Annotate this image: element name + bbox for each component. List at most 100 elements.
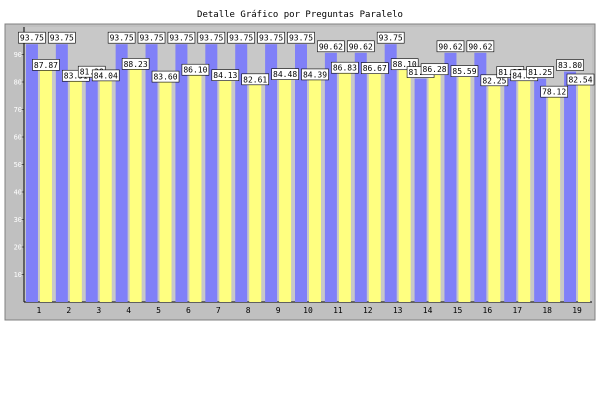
x-tick-label: 19: [572, 306, 582, 315]
bar-series-1: [55, 44, 68, 302]
data-label-box: [151, 70, 180, 83]
data-label: 93.75: [379, 34, 403, 43]
bar-series-1: [175, 44, 188, 302]
bar-series-2: [548, 87, 561, 302]
data-label-box: [287, 31, 315, 44]
x-tick-label: 2: [66, 306, 71, 315]
bar-series-1: [145, 44, 158, 302]
data-label-box: [32, 59, 60, 71]
data-label-box: [390, 58, 419, 71]
bar-series-1: [205, 44, 218, 302]
data-label: 81.25: [498, 68, 522, 77]
data-label: 78.12: [542, 88, 566, 97]
bar-series-2: [249, 74, 262, 302]
data-label: 93.75: [259, 34, 283, 43]
y-tick-label: 30: [14, 216, 22, 224]
data-label: 85.59: [452, 67, 476, 76]
data-label-box: [331, 61, 359, 74]
data-label-box: [211, 69, 240, 81]
data-label: 90.62: [468, 42, 492, 51]
data-label-box: [526, 66, 554, 78]
bar-series-1: [25, 44, 38, 302]
bar-series-1: [324, 52, 337, 302]
y-tick-label: 60: [14, 134, 22, 142]
chart-title: Detalle Gráfico por Preguntas Paralelo: [197, 10, 403, 20]
data-label-box: [137, 31, 166, 44]
data-label-box: [317, 40, 345, 53]
data-label-box: [360, 62, 389, 74]
data-label: 93.75: [229, 34, 253, 43]
x-tick-label: 3: [96, 306, 101, 315]
data-label-box: [197, 31, 226, 44]
bar-series-2: [99, 70, 112, 302]
x-tick-label: 15: [453, 306, 463, 315]
data-label-box: [107, 31, 136, 44]
bar-series-2: [368, 63, 381, 302]
x-tick-label: 10: [303, 306, 313, 315]
data-label: 83.80: [558, 61, 582, 70]
data-label: 82.54: [568, 76, 592, 85]
x-tick-label: 14: [423, 306, 433, 315]
y-tick-label: 50: [14, 161, 22, 169]
bar-series-1: [295, 44, 307, 302]
data-label: 93.75: [139, 34, 163, 43]
bar-series-1: [564, 71, 577, 302]
data-label: 84.48: [273, 70, 297, 79]
data-label-box: [420, 63, 449, 76]
data-label: 90.62: [349, 42, 373, 51]
data-label: 88.23: [124, 60, 148, 69]
bar-series-2: [518, 70, 531, 302]
bar-series-2: [159, 72, 172, 302]
data-label-box: [241, 73, 270, 86]
data-label-box: [540, 85, 568, 98]
data-label-box: [167, 31, 196, 44]
x-tick-label: 17: [512, 306, 522, 315]
data-label: 83.91: [64, 72, 88, 81]
data-label: 84.13: [213, 71, 237, 80]
x-tick-label: 6: [186, 306, 191, 315]
data-label: 84.08: [512, 71, 536, 80]
bar-series-2: [129, 59, 142, 303]
bar-series-2: [338, 63, 351, 302]
data-label: 86.10: [183, 66, 207, 75]
x-tick-label: 11: [333, 306, 343, 315]
data-label-box: [450, 65, 479, 77]
data-label: 81.25: [409, 68, 433, 77]
data-label: 93.75: [199, 34, 223, 43]
y-tick-label: 40: [14, 189, 22, 197]
data-label-box: [271, 68, 299, 80]
data-label-box: [346, 40, 375, 53]
data-label: 93.75: [50, 34, 74, 43]
bar-series-2: [279, 69, 292, 303]
x-tick-label: 16: [483, 306, 493, 315]
bar-series-1: [444, 52, 457, 302]
data-label: 86.28: [423, 65, 447, 74]
data-label: 90.62: [319, 42, 343, 51]
bar-series-1: [354, 52, 367, 302]
data-label: 90.62: [438, 42, 462, 51]
data-label: 81.38: [80, 68, 104, 77]
bar-series-2: [39, 60, 52, 302]
data-label: 83.60: [153, 73, 177, 82]
data-label-box: [556, 59, 584, 71]
bar-series-1: [414, 78, 427, 302]
data-label-box: [376, 31, 405, 44]
data-label: 86.83: [333, 64, 357, 73]
x-tick-label: 4: [126, 306, 131, 315]
data-label-box: [91, 69, 120, 82]
y-tick-label: 70: [14, 106, 22, 114]
bar-series-1: [504, 78, 517, 302]
data-label-box: [227, 31, 256, 44]
bar-series-2: [398, 59, 411, 302]
data-label: 93.75: [20, 34, 44, 43]
bar-series-1: [115, 44, 128, 302]
bar-series-1: [474, 52, 487, 302]
x-tick-label: 5: [156, 306, 161, 315]
x-tick-label: 8: [246, 306, 251, 315]
data-label-box: [436, 40, 465, 53]
data-label: 81.25: [528, 68, 552, 77]
data-label: 84.04: [94, 71, 118, 80]
data-label: 93.75: [110, 34, 134, 43]
